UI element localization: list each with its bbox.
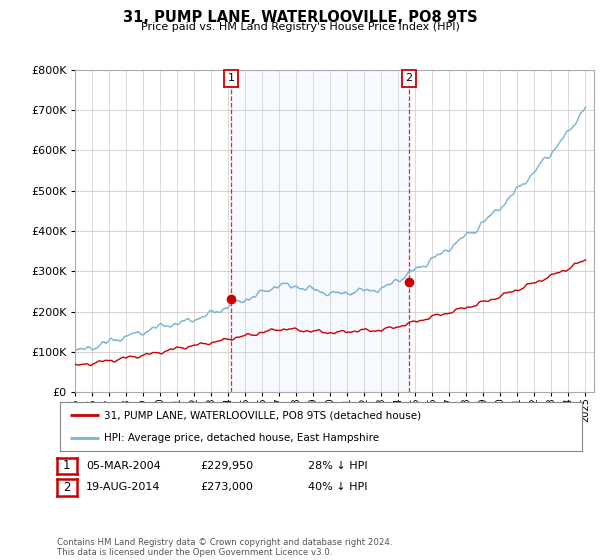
Text: Contains HM Land Registry data © Crown copyright and database right 2024.
This d: Contains HM Land Registry data © Crown c… xyxy=(57,538,392,557)
Text: £273,000: £273,000 xyxy=(200,482,253,492)
Text: £229,950: £229,950 xyxy=(200,461,253,471)
Text: 05-MAR-2004: 05-MAR-2004 xyxy=(86,461,161,471)
Text: 1: 1 xyxy=(227,73,235,83)
Text: Price paid vs. HM Land Registry's House Price Index (HPI): Price paid vs. HM Land Registry's House … xyxy=(140,22,460,32)
Text: 19-AUG-2014: 19-AUG-2014 xyxy=(86,482,160,492)
Text: 2: 2 xyxy=(63,480,71,494)
Text: 31, PUMP LANE, WATERLOOVILLE, PO8 9TS: 31, PUMP LANE, WATERLOOVILLE, PO8 9TS xyxy=(122,10,478,25)
Text: HPI: Average price, detached house, East Hampshire: HPI: Average price, detached house, East… xyxy=(104,433,379,444)
Text: 1: 1 xyxy=(63,459,71,473)
Text: 28% ↓ HPI: 28% ↓ HPI xyxy=(308,461,367,471)
Text: 40% ↓ HPI: 40% ↓ HPI xyxy=(308,482,367,492)
Bar xyxy=(231,70,409,392)
Text: 31, PUMP LANE, WATERLOOVILLE, PO8 9TS (detached house): 31, PUMP LANE, WATERLOOVILLE, PO8 9TS (d… xyxy=(104,410,421,421)
Text: 2: 2 xyxy=(406,73,413,83)
